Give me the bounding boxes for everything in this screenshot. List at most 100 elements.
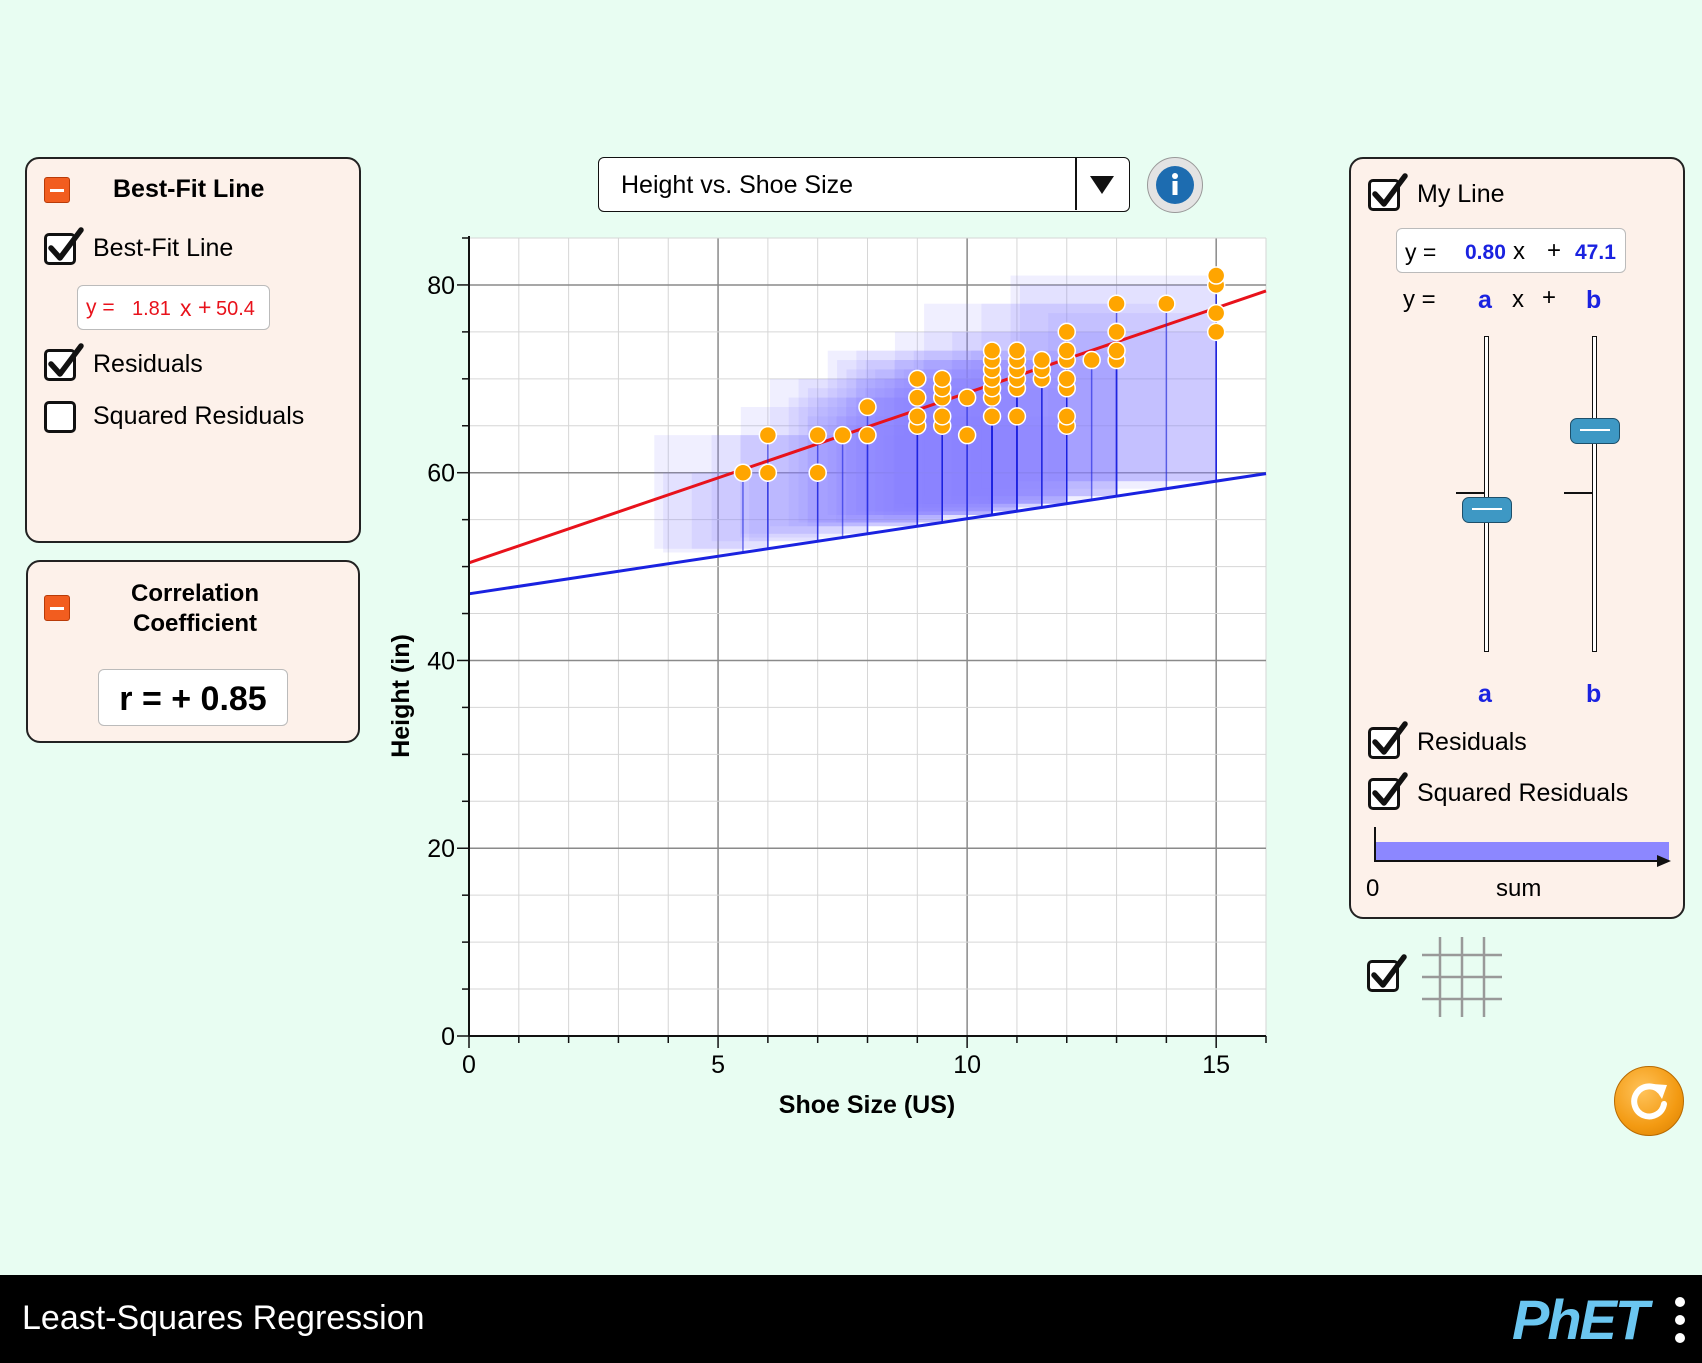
squared-residual	[988, 425, 1067, 504]
x-tick-label: 0	[462, 1051, 476, 1079]
sum-label: sum	[1496, 875, 1542, 902]
x-tick-label: 5	[711, 1051, 725, 1079]
sum-bar-fill	[1375, 842, 1669, 860]
dropdown-divider	[1075, 158, 1077, 210]
y-tick-label: 40	[427, 647, 455, 675]
data-point	[808, 463, 827, 482]
info-button[interactable]	[1147, 157, 1203, 213]
best-fit-equation: y = 1.81 x + 50.4	[77, 285, 270, 330]
reset-button[interactable]	[1614, 1066, 1684, 1136]
data-point	[957, 425, 977, 445]
template-x: x	[1512, 286, 1524, 313]
sum-zero-label: 0	[1366, 875, 1380, 902]
best-fit-slope: 1.81	[132, 298, 171, 320]
correlation-panel: Correlation Coefficient r = + 0.85	[26, 560, 360, 743]
more-options-icon[interactable]	[1670, 1295, 1690, 1345]
dataset-selected-label: Height vs. Shoe Size	[621, 171, 854, 199]
slider-a-zero-tick	[1456, 492, 1486, 494]
data-point	[1057, 369, 1076, 389]
data-point	[758, 463, 778, 482]
sum-bar-axis	[1375, 860, 1665, 862]
data-point	[808, 425, 827, 445]
data-point	[1206, 266, 1226, 285]
my-line-plus: +	[1547, 237, 1562, 264]
template-b: b	[1586, 286, 1602, 314]
data-point	[1057, 322, 1076, 342]
arrow-right-icon	[1657, 855, 1671, 867]
template-y: y =	[1403, 286, 1436, 313]
y-tick-label: 0	[441, 1023, 455, 1051]
slider-b-zero-tick	[1564, 492, 1594, 494]
best-fit-squared-residuals-label: Squared Residuals	[93, 402, 305, 430]
data-point	[1206, 303, 1226, 323]
best-fit-squared-residuals-checkbox[interactable]	[44, 401, 76, 433]
data-point	[957, 388, 977, 407]
my-line-eq-prefix: y =	[1405, 239, 1437, 265]
squared-residual	[691, 472, 768, 549]
my-line-squared-residuals-checkbox[interactable]	[1368, 772, 1408, 810]
collapse-correlation-button[interactable]	[44, 595, 70, 621]
data-point	[858, 397, 877, 417]
best-fit-eq-prefix: y =	[86, 296, 115, 319]
best-fit-intercept: 50.4	[216, 298, 255, 320]
chevron-down-icon[interactable]	[1089, 174, 1115, 196]
data-point	[908, 369, 927, 389]
y-tick-label: 80	[427, 272, 455, 300]
best-fit-line-label: Best-Fit Line	[93, 234, 234, 262]
my-line-panel: My Line y = 0.80 x + 47.1 y = a x + b a …	[1349, 157, 1685, 919]
my-line-residuals-label: Residuals	[1417, 728, 1527, 756]
best-fit-residuals-label: Residuals	[93, 350, 203, 378]
phet-logo-text: PhET	[1512, 1288, 1649, 1351]
checkmark-icon	[1372, 721, 1408, 755]
x-tick-label: 15	[1202, 1051, 1230, 1079]
squared-residual	[883, 435, 968, 519]
slider-b-track[interactable]	[1592, 336, 1597, 652]
y-tick-label: 60	[427, 460, 455, 488]
best-fit-line-checkbox[interactable]	[44, 227, 84, 265]
template-plus: +	[1542, 284, 1557, 311]
data-point	[1057, 341, 1076, 360]
my-line	[468, 472, 1267, 596]
data-point	[1107, 341, 1126, 360]
navigation-bar: Least-Squares Regression PhET	[0, 1275, 1702, 1363]
data-point	[1007, 341, 1027, 360]
data-point	[1057, 407, 1076, 426]
slider-b-thumb[interactable]	[1570, 417, 1620, 444]
my-line-a-value: 0.80	[1465, 241, 1506, 264]
squared-residual	[951, 388, 1067, 504]
x-axis-label: Shoe Size (US)	[779, 1091, 955, 1119]
checkmark-icon	[48, 343, 84, 377]
my-line-checkbox[interactable]	[1368, 173, 1408, 211]
data-point	[982, 407, 1002, 426]
collapse-best-fit-button[interactable]	[44, 177, 70, 203]
data-point	[932, 407, 952, 426]
dataset-selector[interactable]: Height vs. Shoe Size	[598, 157, 1130, 212]
sim-title: Least-Squares Regression	[22, 1299, 425, 1337]
data-point	[1206, 322, 1226, 342]
my-line-label: My Line	[1417, 180, 1505, 208]
grid-toggle-checkbox[interactable]	[1367, 954, 1407, 992]
best-fit-residuals-checkbox[interactable]	[44, 343, 84, 381]
correlation-title-line2: Coefficient	[132, 610, 257, 637]
checkmark-icon	[48, 227, 84, 261]
my-line-residuals-checkbox[interactable]	[1368, 721, 1408, 759]
slider-a-thumb[interactable]	[1462, 496, 1512, 523]
squared-residual	[836, 416, 943, 523]
best-fit-panel: Best-Fit Line Best-Fit Line y = 1.81 x +…	[25, 157, 361, 543]
data-point	[758, 425, 778, 445]
phet-logo[interactable]: PhET	[1512, 1287, 1660, 1351]
my-line-b-value: 47.1	[1575, 241, 1616, 264]
slider-b-label: b	[1586, 680, 1602, 708]
my-line-equation: y = 0.80 x + 47.1	[1396, 228, 1626, 273]
data-point	[1082, 350, 1101, 370]
data-point	[932, 369, 952, 389]
squared-residual	[663, 472, 743, 553]
data-point	[858, 425, 877, 445]
best-fit-x: x	[180, 295, 192, 321]
data-point	[1157, 294, 1176, 313]
checkmark-icon	[1371, 954, 1407, 988]
sum-bar-origin	[1374, 827, 1376, 862]
data-point	[1107, 322, 1126, 342]
checkmark-icon	[1372, 772, 1408, 806]
slider-a-track[interactable]	[1484, 336, 1489, 652]
